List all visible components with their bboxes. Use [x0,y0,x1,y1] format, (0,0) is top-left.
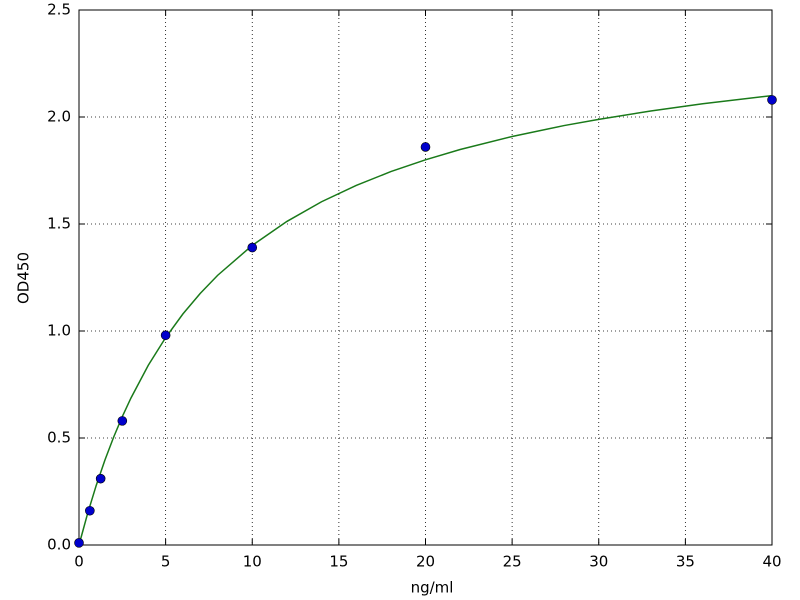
y-tick-label: 2.0 [47,108,71,126]
data-point [247,242,258,253]
x-axis-label: ng/ml [411,579,454,597]
x-tick-label: 0 [74,553,84,571]
plot-frame [78,9,773,546]
x-tick-label: 15 [329,553,348,571]
data-point [160,330,171,341]
x-tick-label: 20 [416,553,435,571]
y-tick-label: 0.5 [47,429,71,447]
data-point [95,473,106,484]
data-point [767,95,777,105]
y-axis-label: OD450 [15,252,33,304]
x-tick-label: 40 [762,553,781,571]
x-tick-label: 35 [676,553,695,571]
fit-curve [78,94,773,546]
y-tick-label: 1.5 [47,215,71,233]
x-tick-label: 30 [589,553,608,571]
data-point [85,505,95,516]
y-tick-label: 1.0 [47,322,71,340]
data-point [74,538,84,548]
data-point [117,416,128,426]
y-tick-label: 2.5 [47,1,71,19]
x-tick-label: 10 [243,553,262,571]
x-tick-label: 5 [161,553,171,571]
data-point [420,142,431,152]
x-tick-label: 25 [503,553,522,571]
y-tick-label: 0.0 [47,536,71,554]
